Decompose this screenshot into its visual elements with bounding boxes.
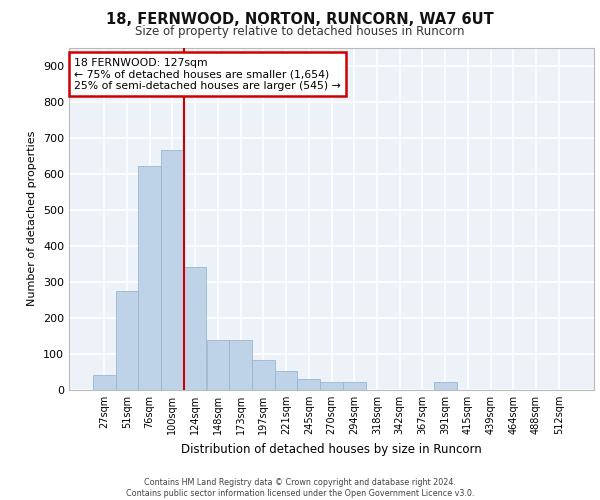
Y-axis label: Number of detached properties: Number of detached properties bbox=[28, 131, 37, 306]
Bar bbox=[434, 382, 457, 390]
Text: 18, FERNWOOD, NORTON, RUNCORN, WA7 6UT: 18, FERNWOOD, NORTON, RUNCORN, WA7 6UT bbox=[106, 12, 494, 28]
Bar bbox=[206, 340, 229, 390]
Text: Contains HM Land Registry data © Crown copyright and database right 2024.
Contai: Contains HM Land Registry data © Crown c… bbox=[126, 478, 474, 498]
Bar bbox=[320, 382, 343, 390]
Text: Size of property relative to detached houses in Runcorn: Size of property relative to detached ho… bbox=[135, 25, 465, 38]
Bar bbox=[343, 382, 365, 390]
Bar bbox=[252, 360, 275, 390]
X-axis label: Distribution of detached houses by size in Runcorn: Distribution of detached houses by size … bbox=[181, 442, 482, 456]
Bar bbox=[275, 372, 298, 390]
Bar bbox=[93, 375, 116, 390]
Bar bbox=[229, 340, 252, 390]
Bar bbox=[139, 166, 161, 390]
Bar bbox=[298, 379, 320, 390]
Bar bbox=[184, 268, 206, 390]
Text: 18 FERNWOOD: 127sqm
← 75% of detached houses are smaller (1,654)
25% of semi-det: 18 FERNWOOD: 127sqm ← 75% of detached ho… bbox=[74, 58, 341, 91]
Bar bbox=[161, 150, 184, 390]
Bar bbox=[116, 291, 139, 390]
